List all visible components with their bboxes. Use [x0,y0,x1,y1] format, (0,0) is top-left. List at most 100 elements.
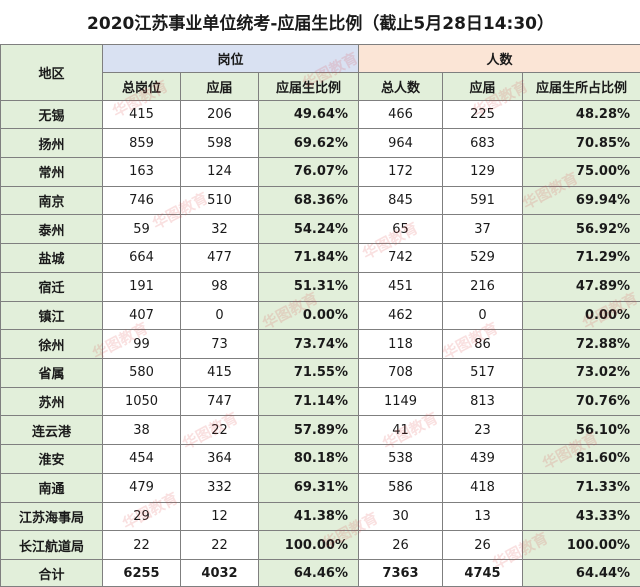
row-posts-ratio: 100.00% [258,530,359,560]
row-people-ratio: 56.10% [521,415,640,446]
row-region: 淮安 [0,444,103,474]
table-row: 扬州 859 598 69.62% 964 683 70.85% [0,128,640,158]
row-posts-fresh: 415 [180,357,259,388]
row-region: 长江航道局 [0,530,103,560]
header-posts-ratio: 应届生比例 [258,71,359,101]
row-people-fresh: 23 [442,415,523,446]
row-total-posts: 22 [102,530,181,560]
row-posts-fresh: 364 [180,444,259,474]
row-total-posts: 1050 [102,386,181,417]
table-row: 无锡 415 206 49.64% 466 225 48.28% [0,99,640,130]
row-total-people: 742 [358,243,443,273]
row-people-ratio: 70.85% [521,128,640,158]
row-people-fresh: 0 [442,300,523,331]
row-posts-fresh: 510 [180,185,259,216]
row-region: 苏州 [0,386,103,417]
header-total-posts: 总岗位 [102,71,181,101]
table-row: 连云港 38 22 57.89% 41 23 56.10% [0,415,640,446]
row-region: 南通 [0,472,103,503]
row-posts-fresh: 332 [180,472,259,503]
row-total-posts: 191 [102,271,181,302]
row-people-ratio: 56.92% [521,214,640,245]
row-people-fresh: 439 [442,444,523,474]
row-total-posts: 580 [102,357,181,388]
table-row: 徐州 99 73 73.74% 118 86 72.88% [0,329,640,359]
row-posts-ratio: 69.62% [258,128,359,158]
row-total-people: 172 [358,156,443,187]
row-people-fresh: 26 [442,530,523,560]
row-people-ratio: 81.60% [521,444,640,474]
row-posts-ratio: 41.38% [258,501,359,532]
header-posts-fresh: 应届 [180,71,259,101]
row-people-fresh: 813 [442,386,523,417]
row-people-fresh: 683 [442,128,523,158]
row-total-people: 462 [358,300,443,331]
row-total-people: 1149 [358,386,443,417]
row-people-fresh: 86 [442,329,523,359]
row-posts-fresh: 598 [180,128,259,158]
row-total-people: 538 [358,444,443,474]
row-people-ratio: 48.28% [521,99,640,130]
table-title: 2020江苏事业单位统考-应届生比例（截止5月28日14:30） [0,0,640,45]
row-posts-fresh: 124 [180,156,259,187]
total-posts: 6255 [102,559,181,587]
row-region: 扬州 [0,128,103,158]
row-posts-ratio: 80.18% [258,444,359,474]
row-posts-fresh: 32 [180,214,259,245]
row-region: 泰州 [0,214,103,245]
row-people-fresh: 517 [442,357,523,388]
row-people-ratio: 71.29% [521,243,640,273]
sub-header-row: 总岗位 应届 应届生比例 总人数 应届 应届生所占比例 [1,71,640,101]
title-row: 2020江苏事业单位统考-应届生比例（截止5月28日14:30） [0,0,640,45]
row-people-ratio: 73.02% [521,357,640,388]
row-people-ratio: 100.00% [521,530,640,560]
row-total-posts: 99 [102,329,181,359]
row-total-people: 845 [358,185,443,216]
row-posts-ratio: 0.00% [258,300,359,331]
table-row: 镇江 407 0 0.00% 462 0 0.00% [0,300,640,331]
row-posts-ratio: 51.31% [258,271,359,302]
row-region: 宿迁 [0,271,103,302]
table-row: 常州 163 124 76.07% 172 129 75.00% [0,156,640,187]
header-people-fresh: 应届 [442,71,523,101]
table-row: 盐城 664 477 71.84% 742 529 71.29% [0,243,640,273]
row-total-posts: 859 [102,128,181,158]
row-posts-ratio: 68.36% [258,185,359,216]
row-total-people: 466 [358,99,443,130]
total-label: 合计 [0,559,103,587]
header-posts-group: 岗位 [102,43,359,73]
row-posts-ratio: 69.31% [258,472,359,503]
row-region: 无锡 [0,99,103,130]
total-posts-fresh: 4032 [180,559,259,587]
table-row: 泰州 59 32 54.24% 65 37 56.92% [0,214,640,245]
row-total-posts: 746 [102,185,181,216]
row-posts-fresh: 22 [180,530,259,560]
row-total-posts: 38 [102,415,181,446]
row-total-people: 451 [358,271,443,302]
row-region: 常州 [0,156,103,187]
row-region: 盐城 [0,243,103,273]
header-people-group: 人数 [357,43,640,73]
table-row: 宿迁 191 98 51.31% 451 216 47.89% [0,271,640,302]
table-row: 省属 580 415 71.55% 708 517 73.02% [0,357,640,388]
row-total-people: 708 [358,357,443,388]
row-region: 江苏海事局 [0,501,103,532]
row-total-people: 964 [358,128,443,158]
row-people-ratio: 69.94% [521,185,640,216]
row-posts-ratio: 76.07% [258,156,359,187]
header-people-ratio: 应届生所占比例 [521,71,640,101]
row-total-people: 118 [358,329,443,359]
total-people: 7363 [358,559,443,587]
row-posts-ratio: 54.24% [258,214,359,245]
row-total-people: 586 [358,472,443,503]
row-posts-ratio: 71.14% [258,386,359,417]
row-region: 省属 [0,357,103,388]
row-posts-fresh: 22 [180,415,259,446]
row-posts-fresh: 477 [180,243,259,273]
row-posts-ratio: 71.55% [258,357,359,388]
row-total-posts: 29 [102,501,181,532]
row-people-fresh: 13 [442,501,523,532]
row-people-fresh: 225 [442,99,523,130]
total-row: 合计 6255 4032 64.46% 7363 4745 64.44% [0,559,640,587]
row-total-people: 30 [358,501,443,532]
